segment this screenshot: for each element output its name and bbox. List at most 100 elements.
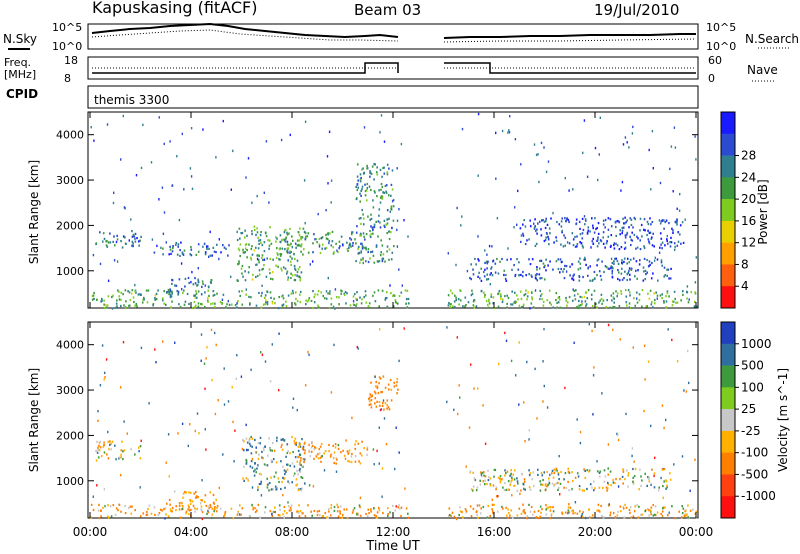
scatter-cell <box>629 258 632 261</box>
scatter-cell <box>622 217 624 220</box>
scatter-cell <box>542 300 545 303</box>
scatter-cell <box>624 236 627 239</box>
scatter-cell <box>138 244 140 247</box>
scatter-cell <box>598 510 601 513</box>
scatter-cell <box>544 226 547 230</box>
scatter-cell <box>122 235 125 238</box>
scatter-cell <box>125 242 127 245</box>
scatter-cell <box>330 179 333 182</box>
scatter-cell <box>555 236 557 239</box>
scatter-cell <box>472 268 474 271</box>
scatter-cell <box>287 276 290 279</box>
scatter-cell <box>581 232 584 235</box>
scatter-cell <box>601 392 603 395</box>
scatter-cell <box>215 251 217 254</box>
scatter-cell <box>564 386 566 390</box>
scatter-cell <box>381 197 383 200</box>
scatter-cell <box>95 449 97 453</box>
scatter-cell <box>377 220 380 223</box>
scatter-cell <box>243 479 245 482</box>
scatter-cell <box>267 454 269 457</box>
scatter-cell <box>501 300 504 304</box>
scatter-cell <box>403 327 405 330</box>
scatter-cell <box>611 261 614 265</box>
scatter-cell <box>374 397 377 400</box>
scatter-cell <box>473 387 475 390</box>
scatter-cell <box>599 299 601 302</box>
scatter-cell <box>464 508 467 511</box>
scatter-cell <box>553 241 555 244</box>
scatter-cell <box>544 483 547 486</box>
scatter-cell <box>107 457 110 460</box>
scatter-cell <box>491 274 494 277</box>
scatter-cell <box>286 243 289 246</box>
scatter-cell <box>93 291 95 295</box>
scatter-cell <box>384 184 387 188</box>
scatter-cell <box>148 402 150 405</box>
scatter-cell <box>303 442 306 445</box>
scatter-cell <box>134 232 137 235</box>
scatter-cell <box>646 305 648 308</box>
scatter-cell <box>270 277 272 280</box>
scatter-cell <box>275 256 278 260</box>
scatter-cell <box>209 505 212 508</box>
scatter-cell <box>658 219 661 222</box>
scatter-cell <box>506 258 508 261</box>
scatter-cell <box>104 303 107 307</box>
scatter-cell <box>530 274 533 277</box>
scatter-cell <box>388 230 390 233</box>
scatter-cell <box>336 458 338 461</box>
scatter-cell <box>669 277 672 280</box>
scatter-cell <box>633 460 635 463</box>
scatter-cell <box>378 208 381 211</box>
scatter-cell <box>301 487 303 490</box>
scatter-cell <box>589 265 591 268</box>
scatter-cell <box>190 248 193 251</box>
scatter-cell <box>580 242 583 245</box>
scatter-cell <box>245 460 248 463</box>
scatter-cell <box>103 307 106 310</box>
scatter-cell <box>350 461 353 464</box>
scatter-cell <box>446 326 448 329</box>
scatter-cell <box>118 295 121 298</box>
scatter-cell <box>504 295 506 298</box>
scatter-cell <box>640 223 643 227</box>
scatter-cell <box>351 416 353 420</box>
scatter-cell <box>192 504 195 507</box>
scatter-cell <box>200 293 203 296</box>
scatter-cell <box>493 307 496 310</box>
scatter-cell <box>586 232 589 235</box>
scatter-cell <box>622 482 624 485</box>
scatter-cell <box>320 460 322 463</box>
scatter-cell <box>248 295 250 298</box>
scatter-cell <box>531 291 533 294</box>
scatter-cell <box>477 275 479 278</box>
scatter-cell <box>372 227 375 230</box>
scatter-cell <box>206 245 209 248</box>
scatter-cell <box>573 294 576 297</box>
scatter-cell <box>498 362 500 366</box>
scatter-cell <box>565 296 567 300</box>
scatter-cell <box>121 246 124 249</box>
scatter-cell <box>188 512 190 516</box>
scatter-cell <box>231 386 233 389</box>
scatter-cell <box>470 263 472 266</box>
scatter-cell <box>121 440 123 443</box>
y-tick-label: 4000 <box>56 339 84 352</box>
scatter-cell <box>621 278 624 281</box>
scatter-cell <box>270 488 273 491</box>
scatter-cell <box>610 294 613 297</box>
scatter-cell <box>538 517 540 520</box>
scatter-cell <box>681 221 684 224</box>
scatter-cell <box>289 227 291 230</box>
scatter-cell <box>372 206 375 209</box>
scatter-cell <box>394 299 397 302</box>
scatter-cell <box>244 279 247 282</box>
scatter-cell <box>653 292 655 295</box>
scatter-cell <box>315 238 317 241</box>
scatter-cell <box>394 509 397 512</box>
scatter-cell <box>632 346 634 349</box>
scatter-cell <box>300 271 303 274</box>
scatter-cell <box>391 226 393 230</box>
